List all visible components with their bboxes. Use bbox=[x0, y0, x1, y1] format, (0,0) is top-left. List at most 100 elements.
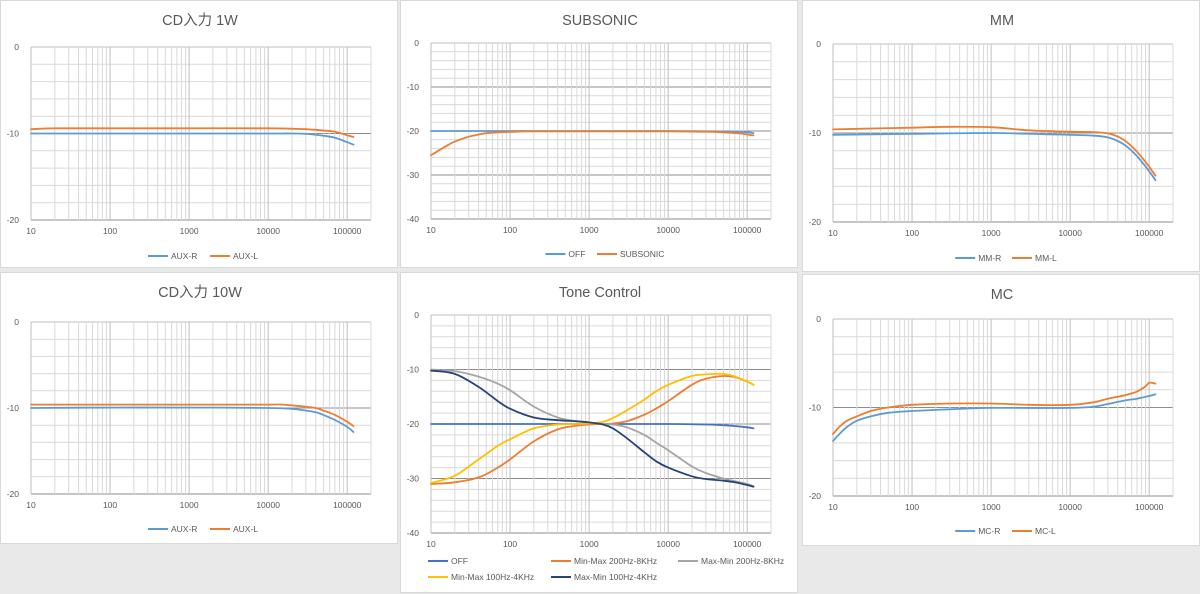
series-line-mc-l bbox=[832, 381, 1157, 435]
x-tick-label: 1000 bbox=[982, 228, 1001, 238]
legend-label: AUX-L bbox=[233, 524, 258, 534]
legend-label: MC-R bbox=[978, 526, 1000, 536]
y-tick-label: -20 bbox=[809, 217, 822, 227]
x-tick-label: 10000 bbox=[656, 225, 680, 235]
y-tick-label: -20 bbox=[407, 419, 420, 429]
gridlines bbox=[430, 314, 772, 534]
y-tick-label: -30 bbox=[407, 474, 420, 484]
series-line-min-max-100hz-4khz bbox=[430, 372, 755, 484]
y-tick-label: -10 bbox=[407, 365, 420, 375]
chart-panel-tone-control: Tone Control 0 -10 -20 -30 -40 10 100 1000 10000 1… bbox=[400, 272, 798, 593]
y-tick-label: -10 bbox=[7, 403, 20, 413]
y-tick-label: 0 bbox=[14, 42, 19, 52]
series-line-mm-r bbox=[832, 132, 1157, 182]
series-line-aux-l bbox=[30, 403, 355, 427]
series-line-aux-r bbox=[30, 406, 355, 433]
legend: MM-R MM-L bbox=[955, 253, 1057, 263]
series-line-max-min-100hz-4khz bbox=[430, 369, 755, 488]
x-tick-label: 100 bbox=[503, 225, 517, 235]
chart-title: SUBSONIC bbox=[562, 13, 638, 29]
series-line-aux-l bbox=[30, 127, 355, 138]
x-tick-label: 10 bbox=[426, 225, 436, 235]
x-tick-label: 1000 bbox=[580, 539, 599, 549]
y-tick-label: 0 bbox=[816, 314, 821, 324]
legend-label: MM-L bbox=[1035, 253, 1057, 263]
chart-mm: MM 0 -10 -20 10 100 1000 10000 100000 MM-R MM-L bbox=[809, 13, 1174, 263]
series-line-mc-r bbox=[832, 393, 1157, 442]
series-line-off bbox=[430, 423, 755, 430]
y-tick-label: -40 bbox=[407, 214, 420, 224]
chart-title: MM bbox=[990, 13, 1014, 29]
chart-mc: MC 0 -10 -20 10 100 1000 10000 100000 MC-R MC-L bbox=[809, 287, 1174, 536]
series-line-aux-r bbox=[30, 132, 355, 146]
x-tick-label: 100 bbox=[503, 539, 517, 549]
legend-label: OFF bbox=[451, 556, 468, 566]
x-tick-label: 100000 bbox=[333, 226, 362, 236]
legend: OFF Min-Max 200Hz-8KHz Max-Min 200Hz-8KHz M… bbox=[428, 556, 784, 582]
chart-cd-10w: CD入力 10W 0 -10 -20 10 100 1000 10000 100000 AUX-R… bbox=[7, 284, 372, 534]
x-tick-label: 100 bbox=[103, 500, 117, 510]
series-line-subsonic bbox=[430, 130, 755, 157]
x-tick-label: 100000 bbox=[333, 500, 362, 510]
chart-title: Tone Control bbox=[559, 285, 641, 301]
legend-label: AUX-L bbox=[233, 251, 258, 261]
y-tick-label: -20 bbox=[407, 126, 420, 136]
x-tick-label: 10000 bbox=[1058, 502, 1082, 512]
x-tick-label: 100000 bbox=[1135, 502, 1164, 512]
legend-label: OFF bbox=[568, 249, 585, 259]
x-tick-label: 1000 bbox=[180, 500, 199, 510]
y-tick-label: -20 bbox=[7, 489, 20, 499]
x-tick-label: 1000 bbox=[580, 225, 599, 235]
x-tick-label: 10000 bbox=[256, 226, 280, 236]
y-tick-label: -30 bbox=[407, 170, 420, 180]
x-tick-label: 10 bbox=[426, 539, 436, 549]
chart-subsonic: SUBSONIC 0 -10 -20 -30 -40 10 100 1000 10000 10000… bbox=[407, 13, 772, 259]
y-tick-label: 0 bbox=[414, 310, 419, 320]
chart-panel-cd-1w: CD入力 1W 0 -10 -20 10 100 1000 10000 100000 AUX-R A… bbox=[0, 0, 398, 268]
x-tick-label: 1000 bbox=[180, 226, 199, 236]
legend-label: AUX-R bbox=[171, 251, 197, 261]
y-tick-label: -40 bbox=[407, 528, 420, 538]
y-tick-label: -10 bbox=[809, 403, 822, 413]
x-tick-label: 1000 bbox=[982, 502, 1001, 512]
x-tick-label: 10 bbox=[26, 500, 36, 510]
x-tick-label: 100000 bbox=[733, 539, 762, 549]
x-tick-label: 100000 bbox=[1135, 228, 1164, 238]
legend-label: MC-L bbox=[1035, 526, 1056, 536]
y-tick-label: 0 bbox=[414, 38, 419, 48]
chart-panel-subsonic: SUBSONIC 0 -10 -20 -30 -40 10 100 1000 10000 10000… bbox=[400, 0, 798, 268]
legend-label: MM-R bbox=[978, 253, 1001, 263]
y-tick-label: -20 bbox=[7, 215, 20, 225]
legend: OFF SUBSONIC bbox=[545, 249, 664, 259]
x-tick-label: 10000 bbox=[256, 500, 280, 510]
chart-panel-cd-10w: CD入力 10W 0 -10 -20 10 100 1000 10000 100000 AUX-R… bbox=[0, 272, 398, 544]
legend-label: Max-Min 200Hz-8KHz bbox=[701, 556, 784, 566]
chart-panel-mc: MC 0 -10 -20 10 100 1000 10000 100000 MC-R MC-L bbox=[802, 274, 1200, 546]
y-tick-label: 0 bbox=[816, 39, 821, 49]
legend-label: Max-Min 100Hz-4KHz bbox=[574, 572, 657, 582]
x-tick-label: 10 bbox=[26, 226, 36, 236]
x-tick-label: 10000 bbox=[656, 539, 680, 549]
y-tick-label: -10 bbox=[407, 82, 420, 92]
series-line-max-min-200hz-8khz bbox=[430, 368, 755, 487]
y-tick-label: -20 bbox=[809, 491, 822, 501]
series-line-mm-l bbox=[832, 125, 1157, 177]
x-tick-label: 10000 bbox=[1058, 228, 1082, 238]
legend: AUX-R AUX-L bbox=[148, 251, 258, 261]
chart-tone-control: Tone Control 0 -10 -20 -30 -40 10 100 1000 10000 1… bbox=[407, 285, 784, 582]
legend-label: Min-Max 100Hz-4KHz bbox=[451, 572, 534, 582]
legend-label: SUBSONIC bbox=[620, 249, 664, 259]
series-line-min-max-200hz-8khz bbox=[430, 375, 755, 485]
gridlines bbox=[832, 318, 1174, 497]
x-tick-label: 10 bbox=[828, 228, 838, 238]
chart-title: CD入力 10W bbox=[158, 284, 242, 301]
chart-panel-mm: MM 0 -10 -20 10 100 1000 10000 100000 MM-R MM-L bbox=[802, 0, 1200, 272]
legend-label: Min-Max 200Hz-8KHz bbox=[574, 556, 657, 566]
x-tick-label: 10 bbox=[828, 502, 838, 512]
x-tick-label: 100 bbox=[103, 226, 117, 236]
y-tick-label: -10 bbox=[7, 129, 20, 139]
legend: MC-R MC-L bbox=[955, 526, 1056, 536]
chart-title: CD入力 1W bbox=[162, 12, 238, 29]
x-tick-label: 100 bbox=[905, 502, 919, 512]
